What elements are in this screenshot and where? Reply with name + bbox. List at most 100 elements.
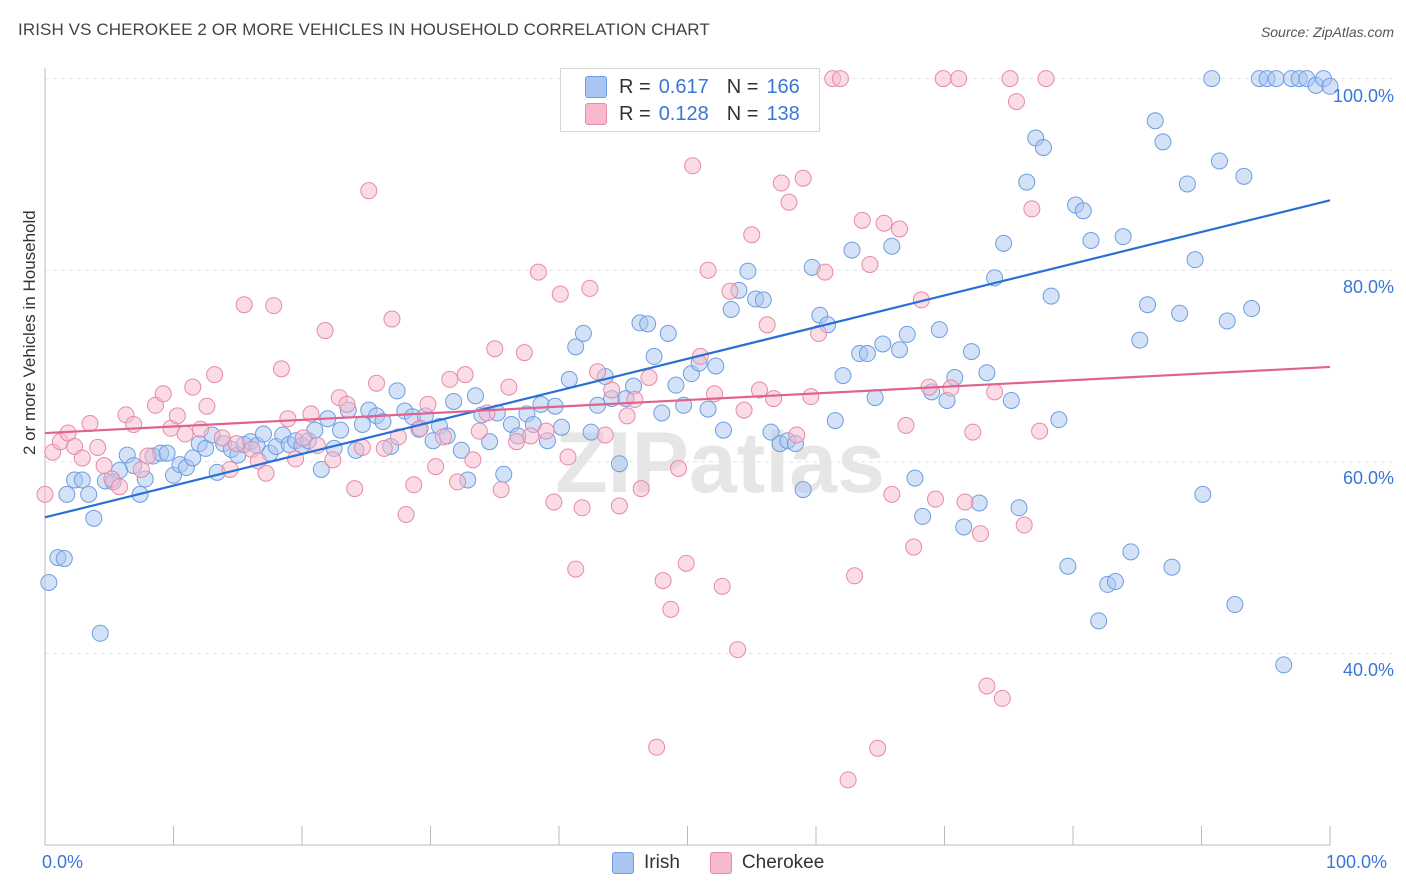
cherokee-point xyxy=(434,428,452,446)
cherokee-point xyxy=(750,381,768,399)
cherokee-point xyxy=(198,397,216,415)
irish-point xyxy=(1194,485,1212,503)
irish-point xyxy=(1171,304,1189,322)
irish-point xyxy=(1131,331,1149,349)
irish-point xyxy=(158,444,176,462)
cherokee-point xyxy=(626,391,644,409)
cherokee-point xyxy=(743,226,761,244)
cherokee-point xyxy=(573,499,591,517)
legend-item-cherokee[interactable]: Cherokee xyxy=(709,852,825,874)
cherokee-point xyxy=(729,641,747,659)
irish-point xyxy=(659,324,677,342)
series-legend: Irish Cherokee xyxy=(612,852,854,874)
cherokee-point xyxy=(816,263,834,281)
legend-row-irish: R = 0.617 N = 166 xyxy=(585,73,800,101)
cherokee-point xyxy=(486,340,504,358)
legend-n-value: 138 xyxy=(766,102,800,125)
irish-point xyxy=(481,433,499,451)
irish-point xyxy=(1002,391,1020,409)
cherokee-point xyxy=(73,449,91,467)
cherokee-point xyxy=(537,422,555,440)
cherokee-point xyxy=(111,478,129,496)
legend-n-value: 166 xyxy=(766,75,800,98)
irish-trend-line xyxy=(44,199,1331,519)
cherokee-point xyxy=(265,297,283,315)
irish-point xyxy=(1050,411,1068,429)
cherokee-point xyxy=(956,493,974,511)
cherokee-point xyxy=(581,279,599,297)
cherokee-point xyxy=(154,385,172,403)
irish-point xyxy=(874,335,892,353)
cherokee-point xyxy=(338,395,356,413)
cherokee-point xyxy=(272,360,290,378)
cherokee-point xyxy=(1001,70,1019,88)
cherokee-point xyxy=(522,427,540,445)
legend-row-cherokee: R = 0.128 N = 138 xyxy=(585,100,800,128)
legend-label: Cherokee xyxy=(741,852,825,873)
irish-point xyxy=(995,234,1013,252)
irish-point xyxy=(1082,232,1100,250)
irish-point xyxy=(1154,133,1172,151)
cherokee-point xyxy=(699,261,717,279)
legend-r-label: R = xyxy=(619,75,651,98)
cherokee-point xyxy=(1037,70,1055,88)
cherokee-point xyxy=(794,169,812,187)
cherokee-point xyxy=(515,344,533,362)
irish-point xyxy=(883,237,901,255)
irish-point xyxy=(978,364,996,382)
irish-point xyxy=(866,389,884,407)
cherokee-point xyxy=(897,416,915,434)
cherokee-point xyxy=(397,505,415,523)
cherokee-point xyxy=(632,480,650,498)
chart-title: IRISH VS CHEROKEE 2 OR MORE VEHICLES IN … xyxy=(18,20,710,39)
irish-point xyxy=(722,300,740,318)
cherokee-point xyxy=(765,390,783,408)
irish-point xyxy=(55,550,73,568)
cherokee-point xyxy=(1023,200,1041,218)
cherokee-point xyxy=(662,600,680,618)
y-tick-label: 60.0% xyxy=(1342,468,1394,488)
cherokee-point xyxy=(993,689,1011,707)
irish-point xyxy=(1010,499,1028,517)
irish-point xyxy=(762,423,780,441)
cherokee-point xyxy=(176,425,194,443)
irish-point xyxy=(914,507,932,525)
irish-point xyxy=(532,395,550,413)
cherokee-point xyxy=(802,388,820,406)
irish-point xyxy=(374,413,392,431)
cherokee-point xyxy=(567,560,585,578)
cherokee-point xyxy=(36,485,54,503)
cherokee-point xyxy=(316,322,334,340)
cherokee-point xyxy=(294,429,312,447)
irish-point xyxy=(1122,543,1140,561)
cherokee-point xyxy=(559,448,577,466)
cherokee-point xyxy=(986,383,1004,401)
irish-point xyxy=(560,370,578,388)
cherokee-point xyxy=(589,363,607,381)
cherokee-point xyxy=(1007,93,1025,111)
irish-point xyxy=(1146,112,1164,130)
cherokee-point xyxy=(869,739,887,757)
cherokee-point xyxy=(551,285,569,303)
cherokee-point xyxy=(670,460,688,478)
cherokee-point xyxy=(324,451,342,469)
irish-point xyxy=(1114,228,1132,246)
legend-item-irish[interactable]: Irish xyxy=(612,852,680,874)
irish-point xyxy=(388,382,406,400)
cherokee-point xyxy=(978,677,996,695)
irish-point xyxy=(1018,173,1036,191)
cherokee-swatch xyxy=(709,852,732,874)
cherokee-point xyxy=(1031,422,1049,440)
cherokee-point xyxy=(596,426,614,444)
cherokee-point xyxy=(964,423,982,441)
cherokee-point xyxy=(603,381,621,399)
cherokee-point xyxy=(389,428,407,446)
cherokee-point xyxy=(125,415,143,433)
irish-point xyxy=(1042,287,1060,305)
y-axis-title: 2 or more Vehicles in Household xyxy=(20,210,39,455)
cherokee-point xyxy=(846,567,864,585)
cherokee-point xyxy=(81,414,99,432)
cherokee-point xyxy=(360,182,378,200)
cherokee-point xyxy=(227,435,245,453)
cherokee-point xyxy=(346,480,364,498)
